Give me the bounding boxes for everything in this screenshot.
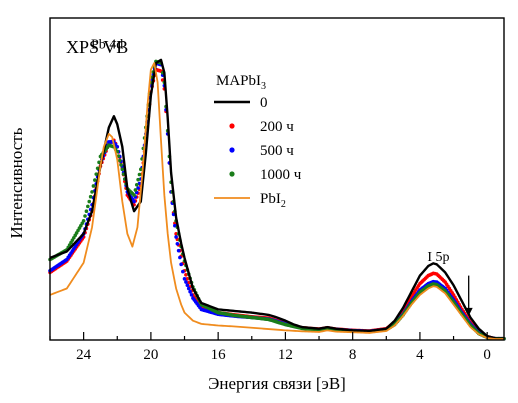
legend-label-text: 0: [260, 95, 268, 111]
legend-swatch: [229, 147, 235, 153]
legend-label: 200 ч: [260, 119, 294, 135]
legend-entry-500-ч: 500 ч: [229, 143, 294, 159]
data-point: [189, 293, 194, 297]
data-point: [188, 289, 192, 294]
data-point: [184, 273, 188, 277]
data-point: [178, 255, 182, 260]
pb-4d-annotation: Pb 4d: [91, 38, 123, 53]
x-tick-label: 24: [76, 347, 92, 363]
x-tick-label: 4: [416, 347, 424, 363]
series-layer: [48, 58, 506, 341]
data-point: [84, 209, 89, 213]
data-point: [120, 167, 125, 172]
data-point: [184, 280, 188, 284]
series-pbi: [49, 62, 504, 340]
data-point: [88, 194, 93, 199]
valence-edge-arrow: [464, 275, 473, 316]
legend-label-subscript: 2: [281, 199, 286, 210]
data-point: [176, 248, 181, 253]
data-point: [185, 277, 190, 281]
arrow-head: [464, 307, 473, 316]
y-axis-title: Интенсивность: [7, 127, 26, 238]
data-point: [186, 286, 191, 291]
x-tick-label: 8: [349, 347, 357, 363]
data-point: [117, 158, 122, 163]
legend: MAPbI3 0 200 ч 500 ч 1000 ч PbI2: [214, 73, 302, 210]
legend-title-subscript: 3: [261, 81, 266, 92]
legend-label-text: 500 ч: [260, 143, 294, 159]
data-point: [93, 178, 97, 182]
data-point: [137, 172, 142, 177]
data-point: [174, 231, 178, 236]
data-point: [185, 283, 190, 288]
legend-label-text: PbI: [260, 191, 281, 207]
data-point: [182, 277, 187, 281]
data-point: [136, 177, 140, 182]
legend-swatch: [229, 123, 235, 129]
legend-entry-1000-ч: 1000 ч: [229, 167, 302, 183]
plot-frame: [49, 17, 505, 341]
series-0: [49, 58, 504, 340]
data-point: [132, 193, 136, 197]
data-point: [87, 199, 92, 204]
legend-label: 1000 ч: [260, 167, 302, 183]
legend-label: PbI2: [260, 191, 286, 210]
legend-label: 500 ч: [260, 143, 294, 159]
data-point: [181, 269, 185, 274]
data-point: [133, 188, 138, 192]
data-point: [137, 181, 142, 186]
x-tick-label: 20: [143, 347, 158, 363]
series-line-pbi: [49, 62, 504, 340]
legend-entry-0: 0: [214, 95, 268, 111]
data-point: [179, 262, 183, 267]
legend-swatch: [229, 171, 235, 177]
data-point: [132, 199, 136, 204]
data-point: [83, 214, 87, 218]
legend-title: MAPbI3: [216, 73, 266, 92]
data-point: [174, 235, 178, 239]
data-point: [136, 186, 140, 190]
data-point: [94, 172, 99, 176]
data-point: [175, 242, 180, 246]
data-point: [95, 166, 100, 171]
legend-entries: 0 200 ч 500 ч 1000 ч PbI2: [214, 95, 302, 210]
data-point: [91, 184, 96, 188]
legend-entry-pbi: PbI2: [214, 191, 286, 210]
legend-label-text: 200 ч: [260, 119, 294, 135]
x-tick-label: 0: [483, 347, 491, 363]
data-point: [90, 190, 94, 194]
x-tick-label: 16: [211, 347, 227, 363]
data-point: [139, 167, 143, 172]
data-point: [134, 183, 139, 187]
x-axis-ticks: 24 20 16 12 8 4 0: [49, 332, 491, 363]
chart-title: XPS VB: [66, 37, 128, 57]
legend-title-main: MAPbI: [216, 73, 261, 89]
data-point: [119, 163, 123, 167]
legend-entry-200-ч: 200 ч: [229, 119, 294, 135]
x-tick-label: 12: [278, 347, 293, 363]
data-point: [81, 219, 86, 223]
legend-label-text: 1000 ч: [260, 167, 302, 183]
data-point: [116, 154, 121, 158]
series-line-0: [49, 58, 504, 340]
i-5p-annotation: I 5p: [427, 250, 449, 265]
data-point: [86, 204, 90, 209]
legend-label: 0: [260, 95, 268, 111]
x-axis-title: Энергия связи [эВ]: [208, 374, 346, 393]
